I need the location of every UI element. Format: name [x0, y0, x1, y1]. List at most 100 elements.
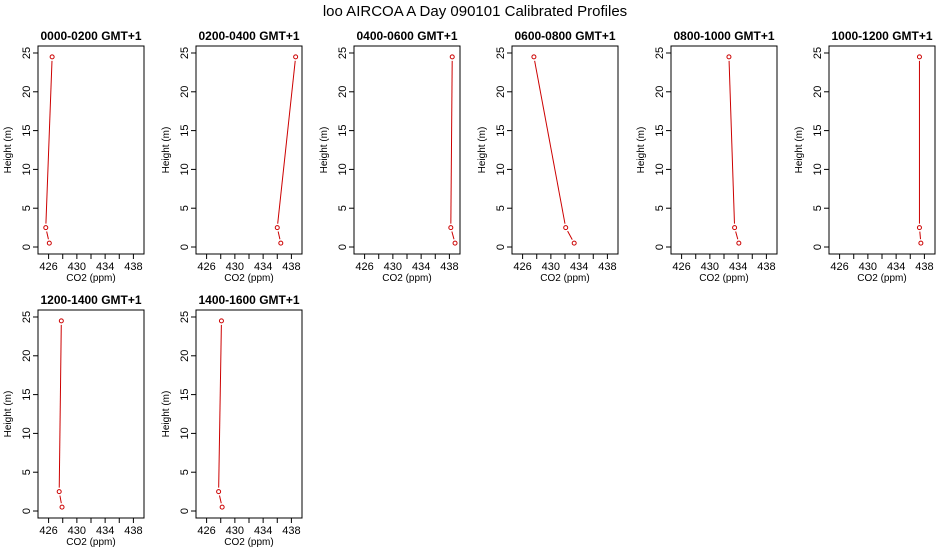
- y-tick-label: 0: [337, 244, 349, 250]
- y-tick-label: 25: [337, 47, 349, 59]
- profile-segment: [534, 60, 566, 224]
- x-axis-label: CO2 (ppm): [382, 273, 431, 284]
- y-tick-label: 10: [179, 427, 191, 439]
- x-tick-label: 438: [124, 525, 142, 537]
- x-tick-label: 434: [887, 261, 905, 273]
- panel-title: 1000-1200 GMT+1: [831, 29, 932, 43]
- x-axis-label: CO2 (ppm): [699, 273, 748, 284]
- x-tick-label: 430: [68, 525, 86, 537]
- profile-segment: [919, 231, 922, 240]
- y-tick-label: 5: [495, 205, 507, 211]
- x-tick-label: 434: [729, 261, 747, 273]
- panel-title: 1400-1600 GMT+1: [198, 293, 299, 307]
- profile-segment: [58, 324, 62, 488]
- y-tick-label: 10: [654, 163, 666, 175]
- x-axis-label: CO2 (ppm): [224, 537, 273, 548]
- y-tick-label: 5: [337, 205, 349, 211]
- y-tick-label: 20: [21, 350, 33, 362]
- x-tick-label: 434: [96, 525, 114, 537]
- y-tick-label: 20: [495, 86, 507, 98]
- y-tick-label: 5: [21, 205, 33, 211]
- x-tick-label: 434: [412, 261, 430, 273]
- y-axis-label: Height (m): [319, 127, 330, 174]
- y-tick-label: 10: [21, 163, 33, 175]
- y-tick-label: 0: [179, 244, 191, 250]
- panel-title: 0000-0200 GMT+1: [40, 29, 141, 43]
- profile-segment: [46, 231, 49, 240]
- profile-segment: [567, 230, 573, 240]
- profile-point: [56, 489, 62, 495]
- profile-panel: 0600-0800 GMT+1 426 430 434 438 0 5 10 15 20 25 CO2…: [477, 29, 619, 284]
- profile-point: [726, 54, 732, 60]
- profile-point: [448, 225, 454, 231]
- profile-point: [736, 240, 742, 246]
- x-tick-label: 430: [701, 261, 719, 273]
- profile-segment: [218, 324, 222, 488]
- profile-point: [49, 54, 55, 60]
- y-tick-label: 15: [21, 388, 33, 400]
- y-tick-label: 25: [812, 47, 824, 59]
- y-tick-label: 5: [654, 205, 666, 211]
- y-tick-label: 5: [21, 469, 33, 475]
- profile-segment: [219, 495, 222, 504]
- x-tick-label: 434: [570, 261, 588, 273]
- x-tick-label: 434: [96, 261, 114, 273]
- y-axis-label: Height (m): [3, 391, 14, 438]
- profile-point: [449, 54, 455, 60]
- y-tick-label: 25: [179, 47, 191, 59]
- y-tick-label: 10: [812, 163, 824, 175]
- profile-panel: 0200-0400 GMT+1 426 430 434 438 0 5 10 15 20 25 CO2…: [161, 29, 303, 284]
- profile-point: [218, 318, 224, 324]
- y-axis-label: Height (m): [636, 127, 647, 174]
- panel-grid: 0000-0200 GMT+1 426 430 434 438 0 5 10 15 20 25 CO2…: [3, 29, 936, 548]
- y-tick-label: 20: [654, 86, 666, 98]
- y-tick-label: 20: [21, 86, 33, 98]
- y-tick-label: 10: [495, 163, 507, 175]
- profile-point: [59, 504, 65, 510]
- x-tick-label: 426: [197, 261, 215, 273]
- y-tick-label: 25: [21, 47, 33, 59]
- profile-point: [531, 54, 537, 60]
- profile-point: [58, 318, 64, 324]
- x-axis-label: CO2 (ppm): [224, 273, 273, 284]
- x-tick-label: 438: [598, 261, 616, 273]
- x-tick-label: 426: [355, 261, 373, 273]
- x-tick-label: 430: [226, 261, 244, 273]
- x-tick-label: 430: [68, 261, 86, 273]
- x-axis-label: CO2 (ppm): [540, 273, 589, 284]
- x-tick-label: 426: [39, 525, 57, 537]
- y-tick-label: 15: [495, 124, 507, 136]
- profile-point: [571, 240, 577, 246]
- profile-segment: [45, 60, 53, 224]
- x-tick-label: 438: [124, 261, 142, 273]
- x-tick-label: 426: [513, 261, 531, 273]
- y-tick-label: 10: [337, 163, 349, 175]
- x-axis-label: CO2 (ppm): [857, 273, 906, 284]
- panel-title: 0400-0600 GMT+1: [356, 29, 457, 43]
- y-tick-label: 5: [812, 205, 824, 211]
- x-tick-label: 434: [254, 261, 272, 273]
- profile-point: [216, 489, 222, 495]
- figure-title: loo AIRCOA A Day 090101 Calibrated Profi…: [323, 3, 627, 20]
- y-tick-label: 0: [21, 508, 33, 514]
- profile-panel: 1200-1400 GMT+1 426 430 434 438 0 5 10 15 20 25 CO2…: [3, 293, 145, 548]
- y-tick-label: 15: [179, 124, 191, 136]
- y-tick-label: 20: [337, 86, 349, 98]
- y-tick-label: 5: [179, 205, 191, 211]
- y-tick-label: 25: [495, 47, 507, 59]
- x-tick-label: 438: [282, 525, 300, 537]
- profile-point: [452, 240, 458, 246]
- x-tick-label: 438: [757, 261, 775, 273]
- x-axis-label: CO2 (ppm): [66, 537, 115, 548]
- profile-point: [916, 54, 922, 60]
- y-tick-label: 0: [495, 244, 507, 250]
- y-tick-label: 0: [654, 244, 666, 250]
- x-tick-label: 426: [39, 261, 57, 273]
- profile-point: [46, 240, 52, 246]
- y-tick-label: 25: [654, 47, 666, 59]
- profile-point: [563, 225, 569, 231]
- x-tick-label: 430: [859, 261, 877, 273]
- y-tick-label: 20: [812, 86, 824, 98]
